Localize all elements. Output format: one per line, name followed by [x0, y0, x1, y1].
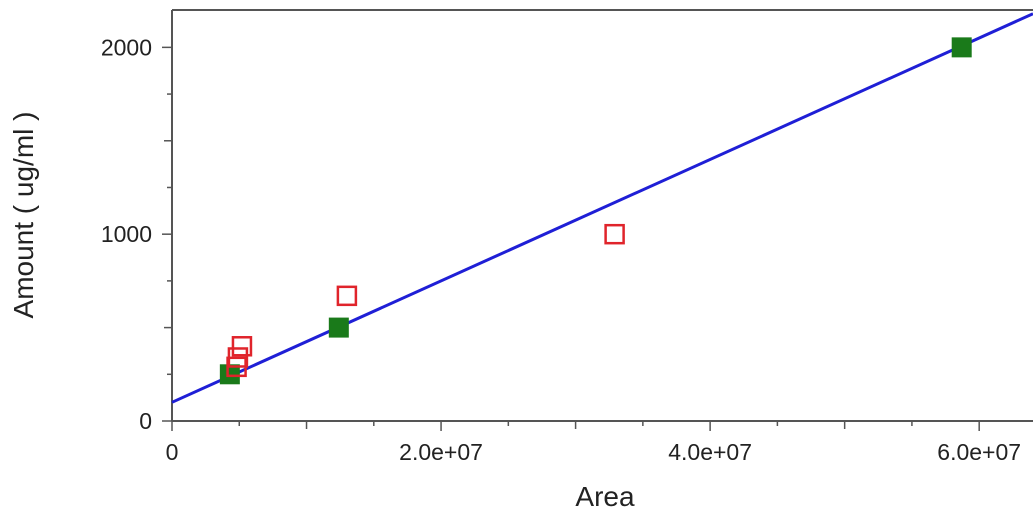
open-square-point: [227, 347, 249, 368]
data-points: [219, 37, 972, 385]
y-tick-label: 0: [139, 408, 152, 434]
filled-square-point: [328, 317, 349, 338]
open-square-point: [231, 336, 253, 357]
plot-frame: [171, 9, 1033, 422]
x-tick-label: 0: [166, 439, 179, 465]
regression-line-group: [171, 12, 1033, 404]
regression-line: [171, 12, 1033, 404]
filled-square-point: [951, 37, 972, 58]
x-axis-ticks: 0 2.0e+07 4.0e+07 6.0e+07: [166, 421, 1021, 465]
y-tick-label: 1000: [101, 221, 152, 247]
x-tick-label: 2.0e+07: [399, 439, 483, 465]
filled-square-point: [219, 364, 240, 385]
y-axis-ticks: 0 1000 2000: [101, 34, 172, 434]
x-tick-label: 4.0e+07: [668, 439, 752, 465]
open-square-point: [336, 285, 358, 307]
x-tick-label: 6.0e+07: [937, 439, 1021, 465]
open-square-point: [604, 223, 625, 245]
x-axis-title: Area: [575, 481, 635, 512]
y-tick-label: 2000: [101, 34, 152, 60]
y-axis-title: Amount ( ug/ml ): [8, 112, 39, 319]
